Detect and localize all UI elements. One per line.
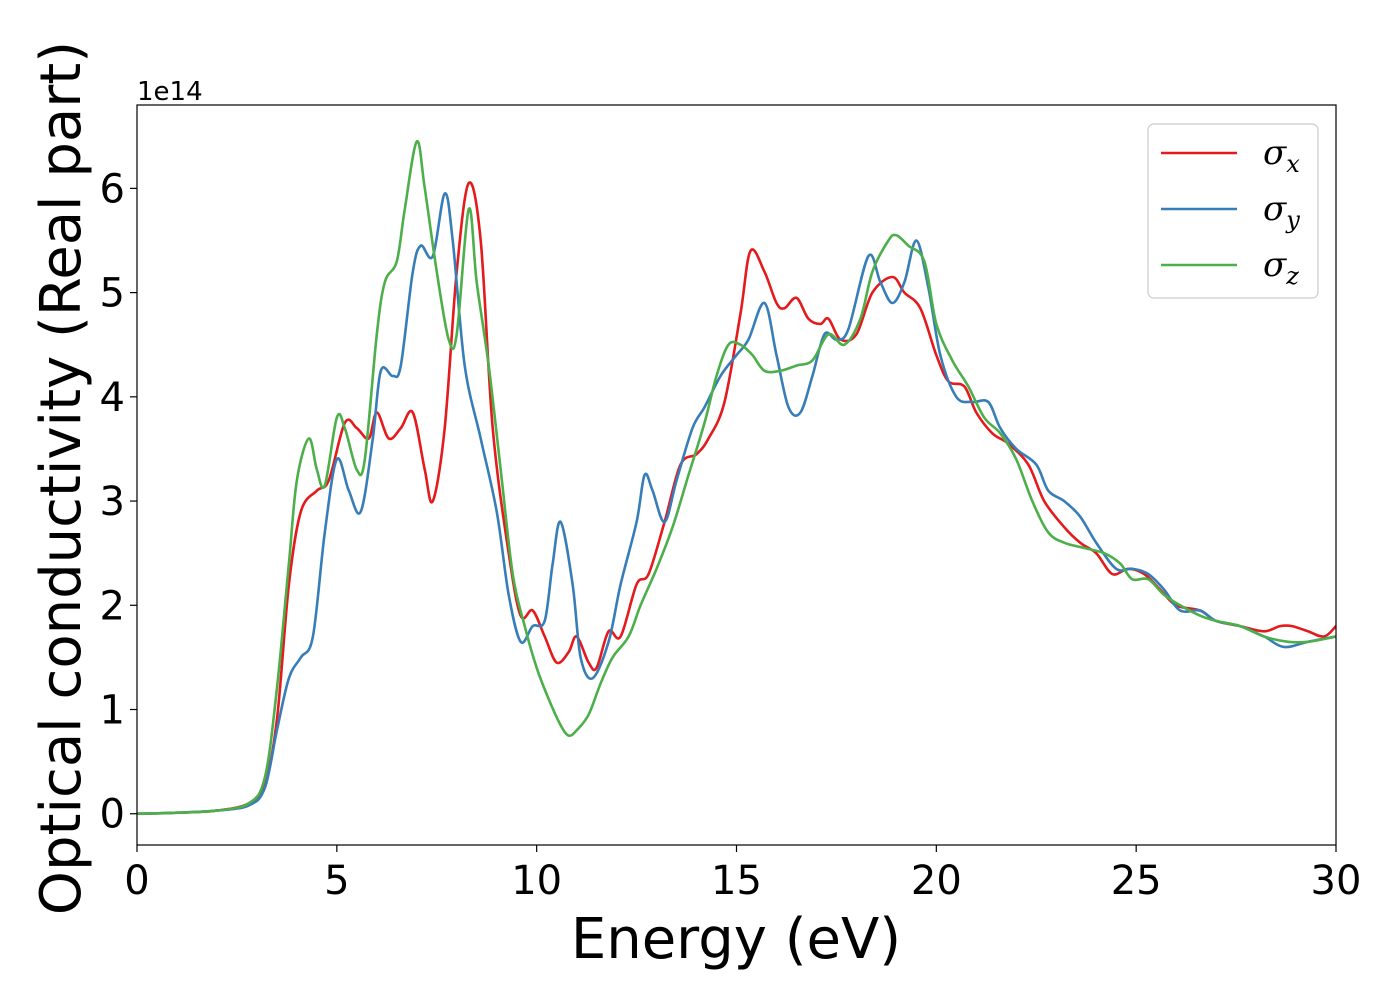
legend-label-y: σy [1263,189,1300,234]
x-axis-title: Energy (eV) [571,907,901,972]
y-tick-label: 0 [100,792,125,838]
y-tick-label: 2 [100,583,125,629]
series-line-z [137,140,1336,815]
y-axis-title: Optical conductivity (Real part) [29,41,94,915]
legend-label-z: σz [1263,245,1299,290]
y-offset-label: 1e14 [137,77,203,107]
x-tick-label: 20 [911,858,962,904]
x-tick-label: 15 [711,858,762,904]
x-tick-label: 25 [1111,858,1162,904]
y-tick-label: 6 [100,166,125,212]
x-tick-label: 30 [1311,858,1362,904]
legend-label-x: σx [1263,133,1300,178]
x-tick-label: 5 [324,858,349,904]
legend-symbol: σ [1263,189,1287,229]
legend-subscript: z [1285,262,1299,290]
legend-subscript: x [1286,150,1300,178]
y-tick-label: 4 [100,375,125,421]
x-tick-label: 0 [124,858,149,904]
y-axis: 0 1 2 3 4 5 6 [100,166,137,838]
series-line-y [137,192,1336,815]
y-tick-label: 1 [100,688,125,734]
series-line-x [137,181,1336,815]
legend-symbol: σ [1263,133,1287,173]
x-tick-label: 10 [511,858,562,904]
y-tick-label: 5 [100,271,125,317]
x-axis: 0 5 10 15 20 25 30 [124,845,1361,904]
legend-subscript: y [1285,206,1300,234]
legend-symbol: σ [1263,245,1287,285]
series-layer [137,140,1336,815]
y-tick-label: 3 [100,479,125,525]
legend-box [1147,123,1319,299]
